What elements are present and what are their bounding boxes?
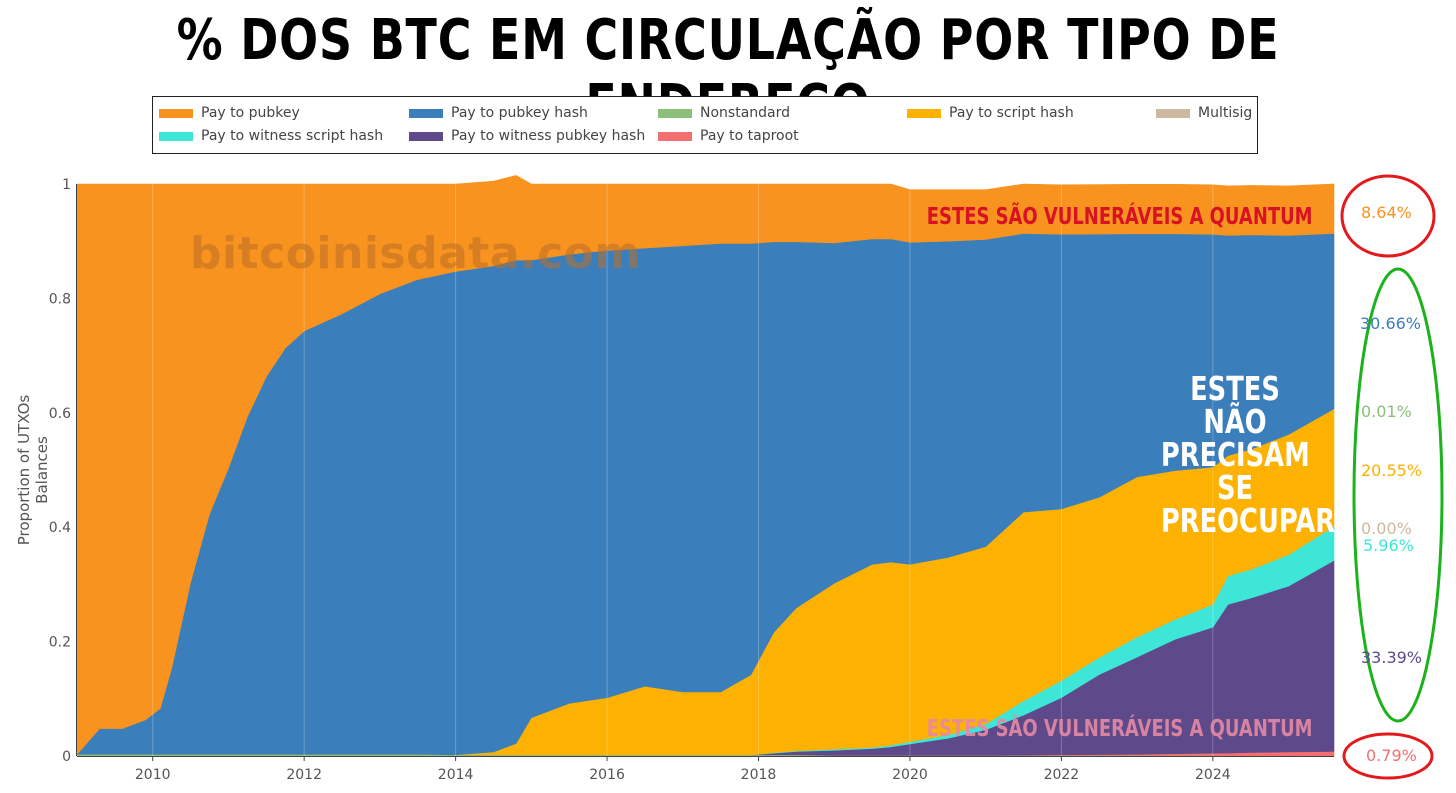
legend-label: Multisig — [1198, 105, 1253, 121]
legend-swatch — [159, 108, 193, 118]
x-gridlines — [152, 184, 1214, 756]
y-tick-label: 0.8 — [49, 291, 71, 307]
x-tick-label: 2024 — [1195, 767, 1231, 783]
x-tick-label: 2014 — [438, 767, 474, 783]
annotation-middle-line: SE — [1216, 468, 1254, 507]
legend-swatch — [658, 131, 692, 141]
x-tick-label: 2022 — [1044, 767, 1080, 783]
legend-label: Pay to pubkey — [201, 105, 300, 121]
legend-label: Pay to taproot — [700, 128, 799, 144]
end-label-pay-to-witness-script-hash: 5.96% — [1363, 536, 1414, 555]
highlight-circle-red-bottom — [1342, 732, 1434, 780]
highlight-circle-red-top — [1340, 174, 1436, 258]
y-tick-label: 0 — [62, 749, 71, 765]
area-pay-to-pubkey — [76, 175, 1335, 756]
end-label-nonstandard: 0.01% — [1361, 402, 1412, 421]
legend-item-multisig[interactable]: Multisig — [1156, 105, 1252, 121]
annotation-middle-line: PRECISAM — [1160, 435, 1310, 474]
legend-label: Pay to script hash — [949, 105, 1074, 121]
annotation-top: ESTES SÃO VULNERÁVEIS A QUANTUM — [926, 204, 1312, 230]
legend-item-pay-to-script-hash[interactable]: Pay to script hash — [907, 105, 1074, 121]
end-label-pay-to-taproot: 0.79% — [1366, 746, 1417, 765]
y-tick-label: 1 — [62, 177, 71, 193]
legend-swatch — [907, 108, 941, 118]
y-tick-label: 0.4 — [49, 520, 71, 536]
watermark: bitcoinisdata.com — [190, 228, 641, 279]
legend-swatch — [409, 131, 443, 141]
x-tick-label: 2018 — [741, 767, 777, 783]
end-label-pay-to-pubkey: 8.64% — [1361, 203, 1412, 222]
x-tick-label: 2012 — [286, 767, 322, 783]
x-tick-label: 2016 — [589, 767, 625, 783]
legend-swatch — [409, 108, 443, 118]
legend-item-pay-to-witness-pubkey-hash[interactable]: Pay to witness pubkey hash — [409, 128, 645, 144]
annotation-middle: ESTES NÃO PRECISAM SE PREOCUPAR — [1160, 369, 1336, 540]
legend-item-pay-to-pubkey-hash[interactable]: Pay to pubkey hash — [409, 105, 588, 121]
legend-swatch — [159, 131, 193, 141]
annotation-middle-line: PREOCUPAR — [1160, 501, 1336, 540]
chart-legend: Pay to pubkey Pay to pubkey hash Nonstan… — [152, 96, 1258, 154]
annotation-middle-line: ESTES NÃO — [1190, 369, 1280, 441]
chart-areas — [76, 175, 1335, 757]
x-tick-label: 2020 — [892, 767, 928, 783]
legend-label: Nonstandard — [700, 105, 791, 121]
highlight-circle-green — [1352, 267, 1444, 723]
highlight-circles — [1340, 174, 1444, 780]
legend-swatch — [1156, 108, 1190, 118]
legend-item-pay-to-witness-script-hash[interactable]: Pay to witness script hash — [159, 128, 383, 144]
legend-swatch — [658, 108, 692, 118]
legend-label: Pay to witness pubkey hash — [451, 128, 646, 144]
end-label-multisig: 0.00% — [1361, 519, 1412, 538]
legend-label: Pay to pubkey hash — [451, 105, 588, 121]
y-axis-label: Proportion of UTXOs Balances — [15, 394, 51, 546]
y-tick-label: 0.2 — [49, 635, 71, 651]
end-label-pay-to-witness-pubkey-hash: 33.39% — [1361, 648, 1423, 667]
y-tick-label: 0.6 — [49, 406, 71, 422]
end-label-pay-to-script-hash: 20.55% — [1361, 461, 1423, 480]
legend-item-nonstandard[interactable]: Nonstandard — [658, 105, 790, 121]
x-tick-label: 2010 — [135, 767, 171, 783]
legend-label: Pay to witness script hash — [201, 128, 384, 144]
end-label-pay-to-pubkey-hash: 30.66% — [1360, 314, 1422, 333]
annotation-bottom: ESTES SÃO VULNERÁVEIS A QUANTUM — [926, 716, 1312, 742]
chart-axes: 2010 2012 2014 2016 2018 2020 2022 2024 0 0.2 0.4 0… — [49, 177, 1334, 783]
legend-item-pay-to-pubkey[interactable]: Pay to pubkey — [159, 105, 300, 121]
legend-item-pay-to-taproot[interactable]: Pay to taproot — [658, 128, 799, 144]
